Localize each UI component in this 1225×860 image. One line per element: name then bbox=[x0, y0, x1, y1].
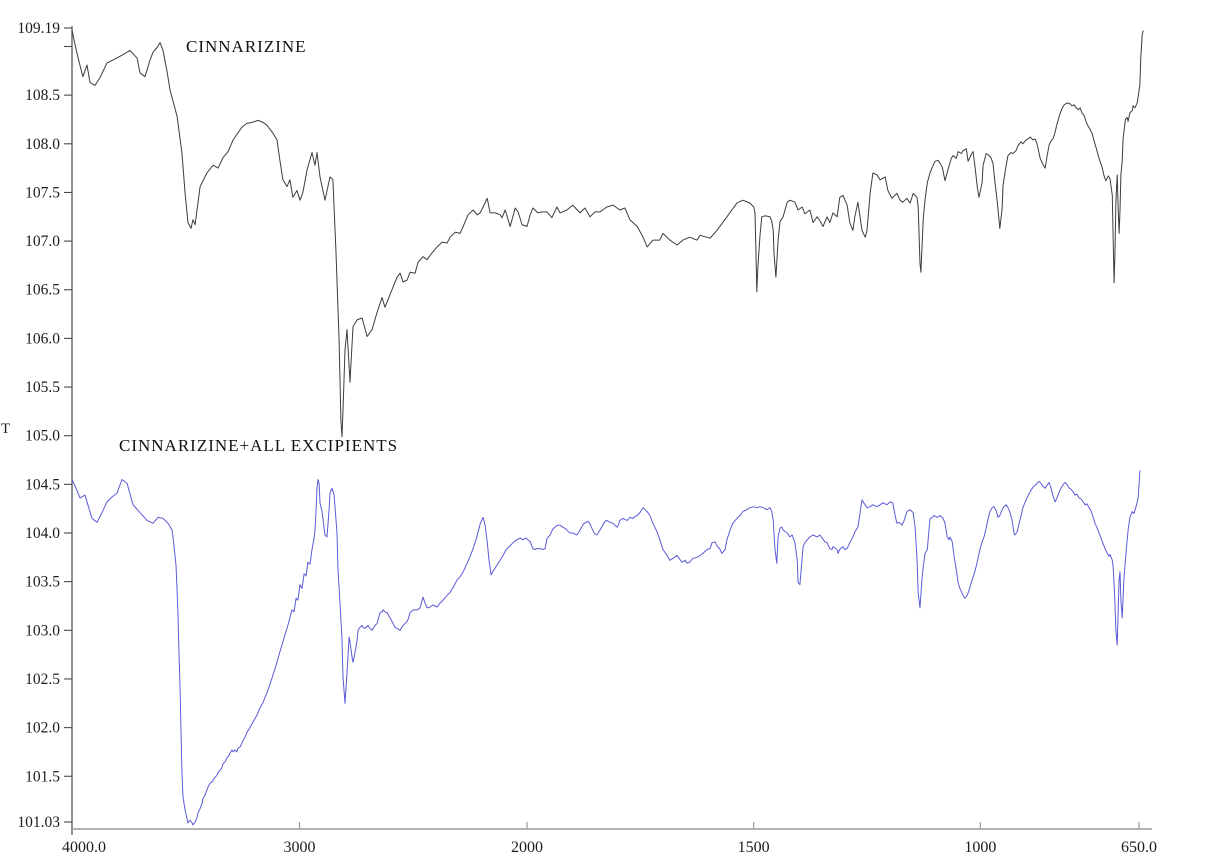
y-tick-label: 105.0 bbox=[25, 428, 60, 445]
x-tick-label: 1000 bbox=[964, 839, 996, 856]
x-tick-label: 650.0 bbox=[1121, 839, 1157, 856]
y-tick-label: 108.5 bbox=[25, 87, 60, 104]
y-axis-title-transmittance: T bbox=[1, 421, 11, 437]
y-tick-label: 105.5 bbox=[25, 379, 60, 396]
x-tick-label: 4000.0 bbox=[62, 839, 106, 856]
series-path-cinnarizine bbox=[71, 29, 1144, 438]
y-tick-label: 106.5 bbox=[25, 282, 60, 299]
y-tick-label: 107.0 bbox=[25, 233, 60, 250]
y-tick-label: 102.5 bbox=[25, 671, 60, 688]
y-tick-label: 107.5 bbox=[25, 184, 60, 201]
x-tick-label: 2000 bbox=[511, 839, 543, 856]
y-tick-label: 101.5 bbox=[25, 768, 60, 785]
x-tick-label: 3000 bbox=[284, 839, 316, 856]
series-label-cinnarizine: CINNARIZINE bbox=[186, 37, 307, 56]
y-tick-label: 104.0 bbox=[25, 525, 60, 542]
series-label-cinnarizine-all-excipients: CINNARIZINE+ALL EXCIPIENTS bbox=[119, 436, 399, 455]
y-tick-label: 103.0 bbox=[25, 622, 60, 639]
y-tick-label: 106.0 bbox=[25, 330, 60, 347]
y-tick-label: 109.19 bbox=[17, 20, 60, 37]
y-tick-label: 101.03 bbox=[17, 814, 60, 831]
y-tick-label: 102.0 bbox=[25, 720, 60, 737]
y-tick-label: 103.5 bbox=[25, 574, 60, 591]
y-tick-label: 108.0 bbox=[25, 136, 60, 153]
y-tick-label: 104.5 bbox=[25, 476, 60, 493]
x-tick-label: 1500 bbox=[738, 839, 770, 856]
series-path-cinnarizine-all-excipients bbox=[71, 470, 1141, 826]
